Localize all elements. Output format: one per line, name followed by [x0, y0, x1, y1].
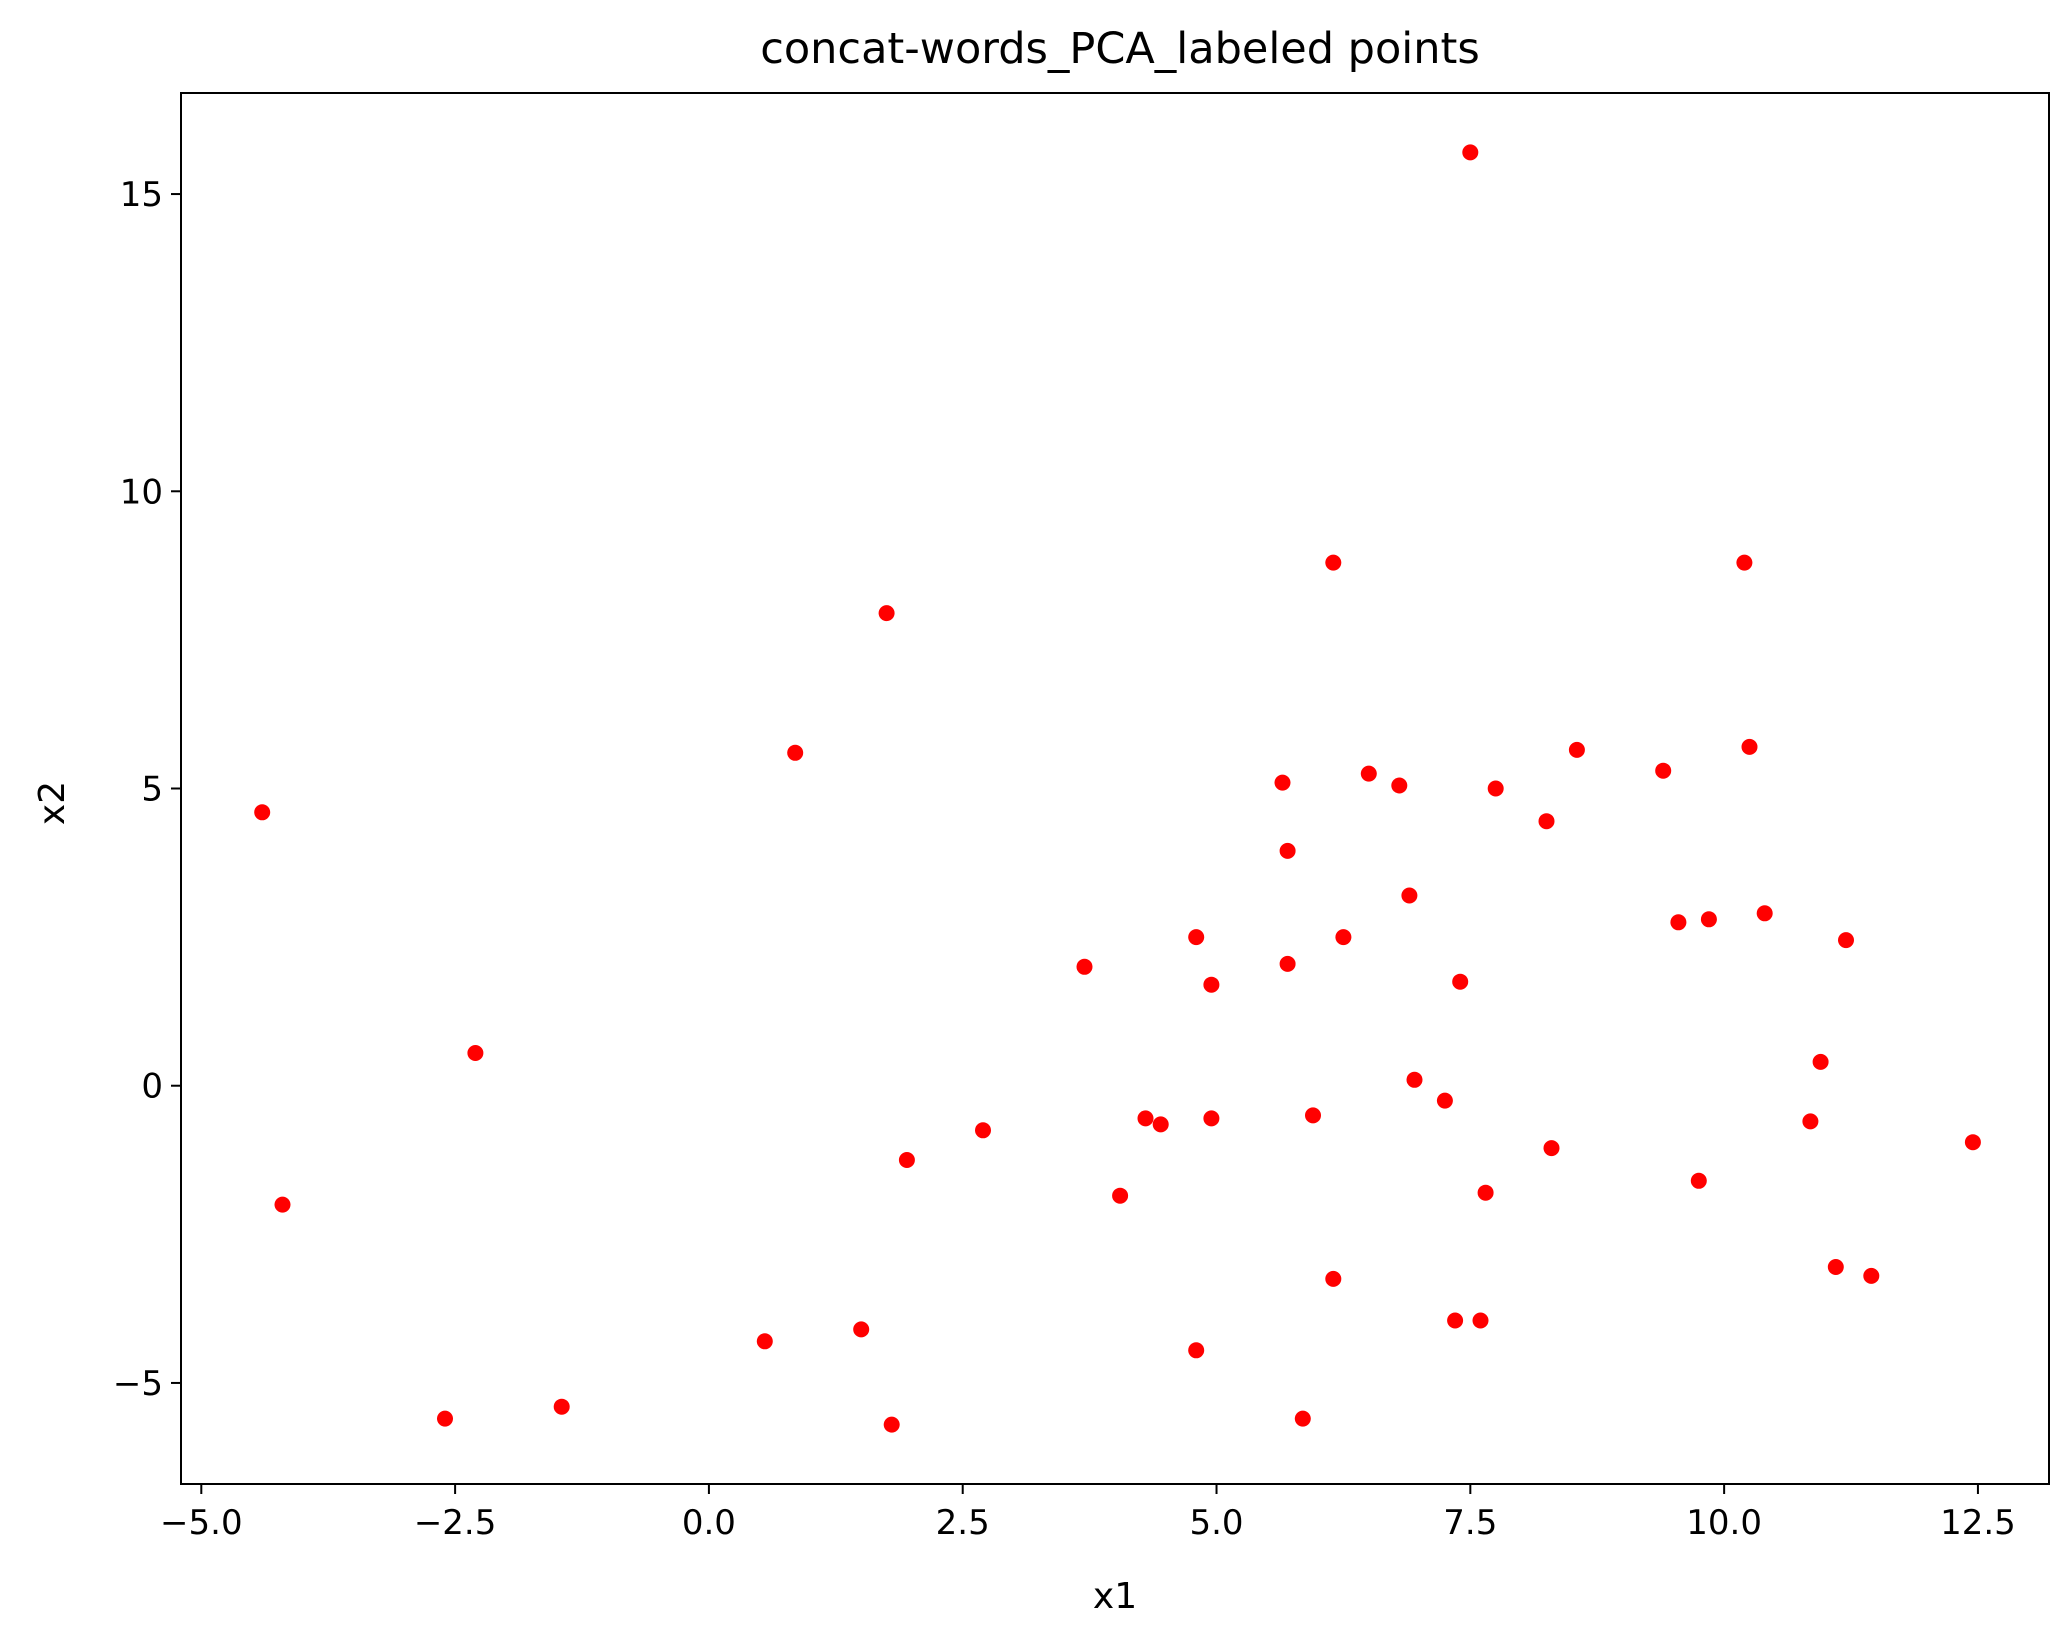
data-point	[878, 605, 895, 622]
data-point	[756, 1333, 773, 1350]
y-tick-label: 0	[141, 1067, 163, 1107]
data-point	[1305, 1107, 1321, 1124]
data-point	[1964, 1134, 1981, 1151]
data-point	[1279, 955, 1296, 972]
data-point	[1487, 780, 1504, 797]
data-point	[853, 1321, 870, 1338]
y-tick-label: 5	[141, 770, 163, 810]
data-point	[1538, 813, 1555, 830]
data-point	[274, 1196, 291, 1213]
data-point	[883, 1416, 900, 1433]
data-point	[1863, 1267, 1880, 1284]
y-axis-label: x2	[32, 781, 73, 825]
ticks-layer: −5.0 −2.5 0.0 2.5 5.0 7.5 10.0 12.5 −5 0 5 10 15	[113, 175, 2016, 1543]
x-tick-label: 0.0	[682, 1503, 736, 1543]
data-point	[437, 1410, 453, 1427]
data-point	[1462, 144, 1479, 161]
data-point	[1543, 1140, 1560, 1157]
data-point	[1360, 765, 1377, 782]
data-point	[1827, 1259, 1844, 1275]
data-point	[1391, 777, 1408, 794]
points-layer	[254, 144, 1981, 1433]
x-tick-label: 2.5	[936, 1503, 990, 1543]
data-point	[1700, 911, 1717, 928]
data-point	[1188, 929, 1205, 946]
data-point	[787, 744, 804, 761]
data-point	[1447, 1312, 1464, 1329]
data-point	[1477, 1184, 1494, 1201]
data-point	[553, 1398, 570, 1415]
data-point	[1436, 1092, 1453, 1109]
data-point	[1568, 741, 1585, 758]
data-point	[1736, 554, 1753, 571]
x-tick-label: 5.0	[1189, 1503, 1243, 1543]
data-point	[1406, 1071, 1423, 1088]
data-point	[1112, 1187, 1129, 1204]
data-point	[254, 804, 271, 821]
data-point	[898, 1152, 915, 1168]
data-point	[1188, 1342, 1205, 1359]
data-point	[1655, 762, 1672, 779]
y-tick-label: 15	[120, 175, 163, 215]
data-point	[1756, 905, 1773, 922]
data-point	[1294, 1410, 1311, 1427]
data-point	[1335, 929, 1352, 946]
data-point	[1670, 914, 1687, 931]
data-point	[1690, 1172, 1707, 1189]
x-tick-label: −5.0	[160, 1503, 243, 1543]
y-tick-label: 10	[120, 472, 163, 512]
data-point	[1203, 976, 1220, 993]
x-tick-label: 7.5	[1443, 1503, 1497, 1543]
data-point	[1325, 1270, 1342, 1287]
data-point	[1152, 1116, 1169, 1133]
chart-title: concat-words_PCA_labeled points	[760, 24, 1480, 74]
data-point	[1838, 932, 1854, 949]
x-tick-label: −2.5	[414, 1503, 497, 1543]
data-point	[1802, 1113, 1819, 1130]
data-point	[1401, 887, 1418, 904]
data-point	[1741, 738, 1758, 755]
x-axis-label: x1	[1093, 1576, 1137, 1617]
data-point	[1137, 1110, 1154, 1127]
data-point	[1279, 842, 1296, 859]
data-point	[1472, 1312, 1489, 1329]
data-point	[1274, 774, 1291, 791]
data-point	[975, 1122, 991, 1139]
x-tick-label: 10.0	[1686, 1503, 1762, 1543]
data-point	[467, 1045, 484, 1061]
data-point	[1203, 1110, 1220, 1127]
plot-area-frame	[180, 92, 2050, 1485]
data-point	[1325, 554, 1342, 571]
y-tick-label: −5	[113, 1364, 163, 1404]
data-point	[1076, 958, 1093, 975]
data-point	[1452, 973, 1469, 990]
x-tick-label: 12.5	[1940, 1503, 2016, 1543]
data-point	[1812, 1053, 1829, 1070]
